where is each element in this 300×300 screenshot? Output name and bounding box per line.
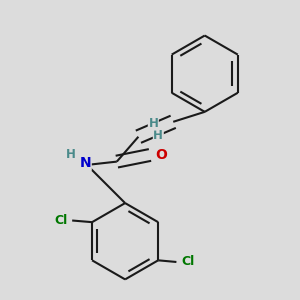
- Text: Cl: Cl: [54, 214, 67, 227]
- Text: H: H: [153, 129, 163, 142]
- Text: H: H: [148, 117, 158, 130]
- Text: Cl: Cl: [182, 256, 195, 268]
- Text: N: N: [80, 156, 91, 170]
- Text: O: O: [156, 148, 168, 162]
- Text: H: H: [66, 148, 76, 161]
